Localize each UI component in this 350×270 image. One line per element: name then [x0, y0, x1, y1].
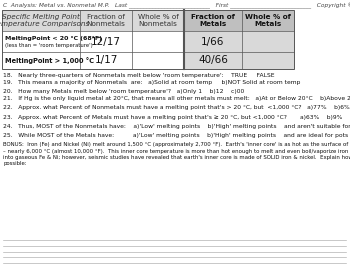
Text: C  Analysis: Metal vs. Nonmetal M.P.   Last ___________________________   First : C Analysis: Metal vs. Nonmetal M.P. Last… — [3, 3, 350, 9]
Text: 25.   While MOST of the Metals have:          a)'Low' melting points    b)'High': 25. While MOST of the Metals have: a)'Lo… — [3, 133, 350, 138]
Text: MeltingPoint > 1,000 °C: MeltingPoint > 1,000 °C — [5, 57, 94, 64]
Text: Fraction of
Nonmetals: Fraction of Nonmetals — [86, 14, 125, 27]
Bar — [2, 10, 294, 69]
Bar — [184, 10, 294, 31]
Text: 12/17: 12/17 — [91, 36, 121, 46]
Text: 21.   If Hg is the only liquid metal at 20°C, that means all other metals must m: 21. If Hg is the only liquid metal at 20… — [3, 96, 350, 101]
Text: Whole % of
Nonmetals: Whole % of Nonmetals — [138, 14, 178, 27]
Text: 23.   Approx. what Percent of Metals must have a melting point that's ≥ 20 °C, b: 23. Approx. what Percent of Metals must … — [3, 114, 350, 120]
Bar — [184, 52, 294, 69]
Text: MeltingPoint < 20 °C (68°F): MeltingPoint < 20 °C (68°F) — [5, 36, 102, 41]
Text: BONUS:  Iron (Fe) and Nickel (Ni) melt around 1,500 °C (approximately 2,700 °F).: BONUS: Iron (Fe) and Nickel (Ni) melt ar… — [3, 142, 350, 166]
Text: 40/66: 40/66 — [198, 56, 228, 66]
Text: 20.   How many Metals melt below 'room temperature'?   a)Only 1    b)12    c)00: 20. How many Metals melt below 'room tem… — [3, 89, 244, 94]
Text: 22.   Approx. what Percent of Nonmetals must have a melting point that's > 20 °C: 22. Approx. what Percent of Nonmetals mu… — [3, 105, 350, 110]
Text: 1/66: 1/66 — [201, 36, 225, 46]
Text: 18.   Nearly three-quarters of Nonmetals melt below 'room temperature':    TRUE : 18. Nearly three-quarters of Nonmetals m… — [3, 73, 274, 78]
Bar — [2, 52, 184, 69]
Text: Whole % of
Metals: Whole % of Metals — [245, 14, 291, 27]
Bar — [2, 31, 184, 52]
Text: 24.   Thus, MOST of the Nonmetals have:    a)'Low' melting points    b)'High' me: 24. Thus, MOST of the Nonmetals have: a)… — [3, 124, 350, 129]
Text: 19.   This means a majority of Nonmetals  are:   a)Solid at room temp     b)NOT : 19. This means a majority of Nonmetals a… — [3, 80, 300, 85]
Text: Fraction of
Metals: Fraction of Metals — [191, 14, 235, 27]
Text: 1/17: 1/17 — [94, 56, 118, 66]
Bar — [184, 31, 294, 52]
Bar — [2, 10, 184, 31]
Text: (less than = 'room temperature'): (less than = 'room temperature') — [5, 43, 93, 48]
Text: Specific Melting Point
Temperature Comparisons: Specific Melting Point Temperature Compa… — [0, 14, 89, 27]
